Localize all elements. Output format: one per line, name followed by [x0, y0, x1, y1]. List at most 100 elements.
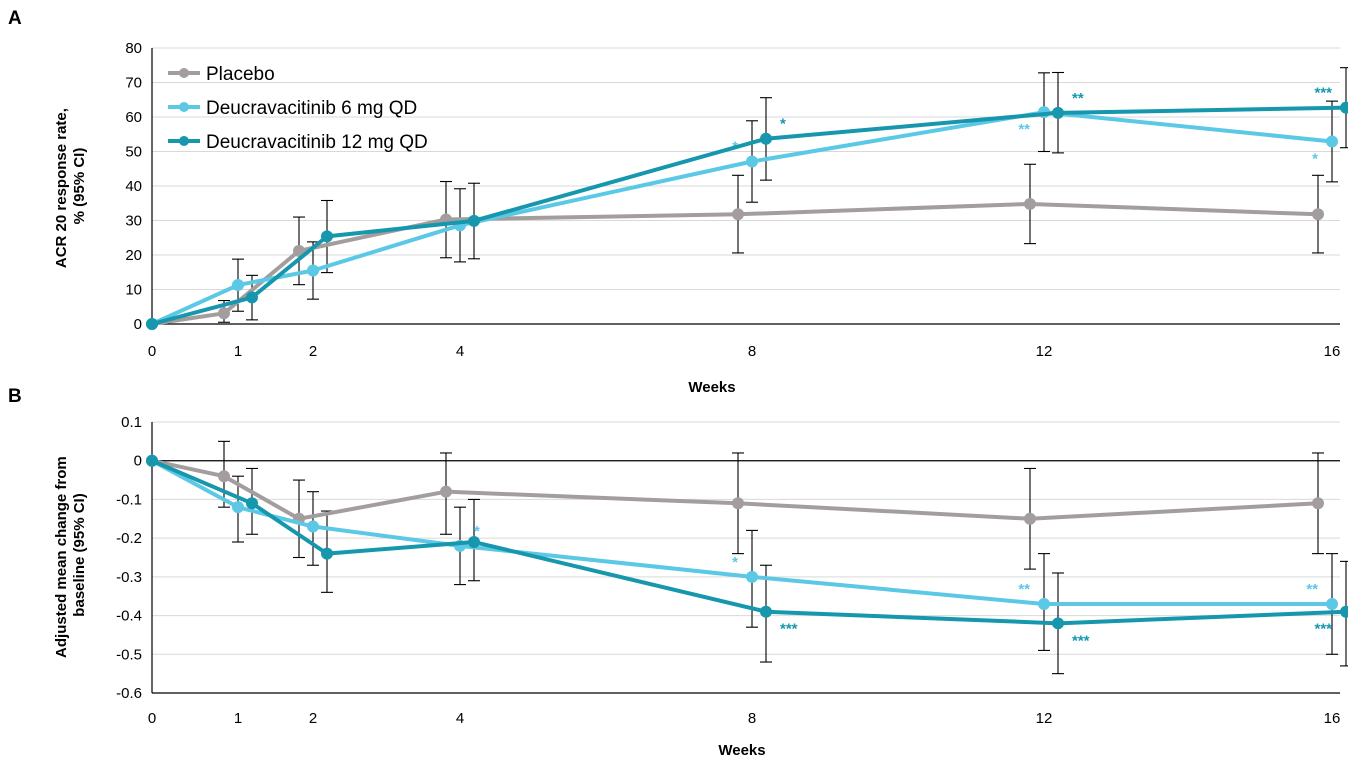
b-data-point-deucravacitinib-6mg: [746, 570, 758, 583]
b-y-tick-label: -0.5: [116, 646, 142, 663]
b-data-point-deucravacitinib-12mg: [1340, 605, 1348, 618]
a-data-point-deucravacitinib-12mg: [468, 214, 480, 227]
a-y-tick-label: 40: [125, 178, 142, 195]
a-data-point-deucravacitinib-6mg: [1326, 135, 1338, 148]
b-x-tick-label: 8: [748, 710, 756, 727]
b-significance-label-deucravacitinib-6mg: **: [1018, 581, 1030, 598]
legend-marker-deucravacitinib-12mg: [179, 136, 189, 146]
panel-b-y-axis-title-line-2: baseline (95% CI): [71, 493, 88, 616]
a-y-tick-label: 50: [125, 144, 142, 161]
a-significance-label-deucravacitinib-6mg: **: [1018, 121, 1030, 138]
b-significance-label-deucravacitinib-12mg: ***: [1072, 632, 1090, 649]
a-x-tick-label: 16: [1324, 343, 1341, 360]
b-data-point-deucravacitinib-12mg: [146, 454, 158, 467]
b-data-point-placebo: [440, 485, 452, 498]
a-x-tick-label: 12: [1036, 343, 1053, 360]
a-x-tick-label: 0: [148, 343, 156, 360]
a-y-tick-label: 0: [134, 316, 142, 333]
a-x-tick-label: 2: [309, 343, 317, 360]
b-data-point-placebo: [732, 497, 744, 510]
panel-a-x-axis-title: Weeks: [688, 379, 735, 396]
b-data-point-placebo: [218, 470, 230, 483]
a-significance-label-deucravacitinib-12mg: **: [1072, 90, 1084, 107]
a-y-tick-label: 60: [125, 109, 142, 126]
a-data-point-deucravacitinib-12mg: [1340, 101, 1348, 114]
b-y-tick-label: -0.6: [116, 685, 142, 702]
legend-item-deucravacitinib-6mg: Deucravacitinib 6 mg QD: [168, 98, 417, 119]
legend-item-placebo: Placebo: [168, 64, 275, 85]
b-data-point-deucravacitinib-12mg: [246, 497, 258, 510]
panel-a-letter: A: [8, 8, 22, 29]
b-x-tick-label: 0: [148, 710, 156, 727]
b-x-tick-label: 1: [234, 710, 242, 727]
b-series-line-deucravacitinib-6mg: [151, 458, 1332, 606]
a-y-tick-label: 30: [125, 213, 142, 230]
panel-a-y-axis-title-line-1: ACR 20 response rate,: [53, 108, 70, 268]
a-x-tick-label: 4: [456, 343, 464, 360]
panel-b-x-axis-title: Weeks: [718, 742, 765, 759]
a-significance-label-deucravacitinib-6mg: *: [1312, 150, 1318, 167]
b-data-point-placebo: [1024, 512, 1036, 525]
a-significance-label-deucravacitinib-12mg: *: [780, 116, 786, 133]
b-series-line-deucravacitinib-12mg: [151, 458, 1347, 626]
panel-b-y-axis-title: Adjusted mean change from baseline (95% …: [53, 452, 88, 658]
b-data-point-deucravacitinib-12mg: [1052, 617, 1064, 630]
b-significance-label-deucravacitinib-6mg: *: [474, 523, 480, 540]
b-x-tick-label: 16: [1324, 710, 1341, 727]
b-data-point-deucravacitinib-6mg: [307, 520, 319, 533]
a-data-point-placebo: [1024, 197, 1036, 210]
b-y-tick-label: -0.4: [116, 608, 142, 625]
a-data-point-deucravacitinib-12mg: [760, 132, 772, 145]
b-y-tick-label: -0.3: [116, 569, 142, 586]
a-data-point-placebo: [218, 307, 230, 320]
panel-b-y-axis-title-line-1: Adjusted mean change from: [53, 456, 70, 658]
a-x-tick-label: 8: [748, 343, 756, 360]
b-data-point-deucravacitinib-12mg: [321, 547, 333, 560]
a-y-tick-label: 80: [125, 40, 142, 57]
legend-marker-placebo: [179, 68, 189, 78]
b-series-line-placebo: [151, 458, 1319, 521]
legend-marker-deucravacitinib-6mg: [179, 102, 189, 112]
b-data-point-deucravacitinib-12mg: [760, 605, 772, 618]
legend-label-deucravacitinib-12mg: Deucravacitinib 12 mg QD: [206, 132, 428, 153]
a-data-point-deucravacitinib-6mg: [746, 155, 758, 168]
a-y-tick-label: 20: [125, 247, 142, 264]
b-data-point-placebo: [1312, 497, 1324, 510]
legend-label-deucravacitinib-6mg: Deucravacitinib 6 mg QD: [206, 98, 417, 119]
b-significance-label-deucravacitinib-12mg: ***: [1314, 621, 1332, 638]
b-significance-label-deucravacitinib-6mg: **: [1306, 581, 1318, 598]
b-significance-label-deucravacitinib-6mg: *: [732, 554, 738, 571]
a-data-point-deucravacitinib-12mg: [1052, 106, 1064, 119]
a-data-point-deucravacitinib-6mg: [307, 264, 319, 277]
b-y-tick-label: -0.1: [116, 491, 142, 508]
a-significance-label-deucravacitinib-12mg: ***: [1314, 85, 1332, 102]
panel-a-legend: Placebo Deucravacitinib 6 mg QD Deucrava…: [168, 64, 428, 153]
a-y-tick-label: 70: [125, 75, 142, 92]
panel-b-chart: B Weeks Adjusted mean change from baseli…: [8, 386, 1348, 759]
b-x-tick-label: 2: [309, 710, 317, 727]
panel-a-chart: A Weeks ACR 20 response rate, % (95% CI)…: [8, 8, 1348, 396]
b-x-tick-label: 12: [1036, 710, 1053, 727]
b-y-tick-label: 0: [134, 453, 142, 470]
b-data-point-deucravacitinib-6mg: [1038, 597, 1050, 610]
b-x-tick-label: 4: [456, 710, 464, 727]
a-data-point-placebo: [293, 244, 305, 257]
b-data-point-deucravacitinib-6mg: [232, 501, 244, 514]
a-data-point-deucravacitinib-12mg: [246, 291, 258, 304]
panel-b-letter: B: [8, 386, 22, 407]
legend-item-deucravacitinib-12mg: Deucravacitinib 12 mg QD: [168, 132, 428, 153]
a-data-point-placebo: [1312, 208, 1324, 221]
a-x-tick-label: 1: [234, 343, 242, 360]
b-data-point-deucravacitinib-12mg: [468, 536, 480, 549]
a-y-tick-label: 10: [125, 282, 142, 299]
b-y-tick-label: -0.2: [116, 530, 142, 547]
a-data-point-placebo: [732, 208, 744, 221]
panel-a-y-axis-title: ACR 20 response rate, % (95% CI): [53, 104, 88, 268]
a-data-point-deucravacitinib-12mg: [321, 230, 333, 243]
b-data-point-deucravacitinib-6mg: [1326, 597, 1338, 610]
a-data-point-deucravacitinib-6mg: [232, 279, 244, 292]
legend-label-placebo: Placebo: [206, 64, 275, 85]
a-data-point-deucravacitinib-12mg: [146, 318, 158, 330]
panel-a-y-axis-title-line-2: % (95% CI): [71, 148, 88, 225]
